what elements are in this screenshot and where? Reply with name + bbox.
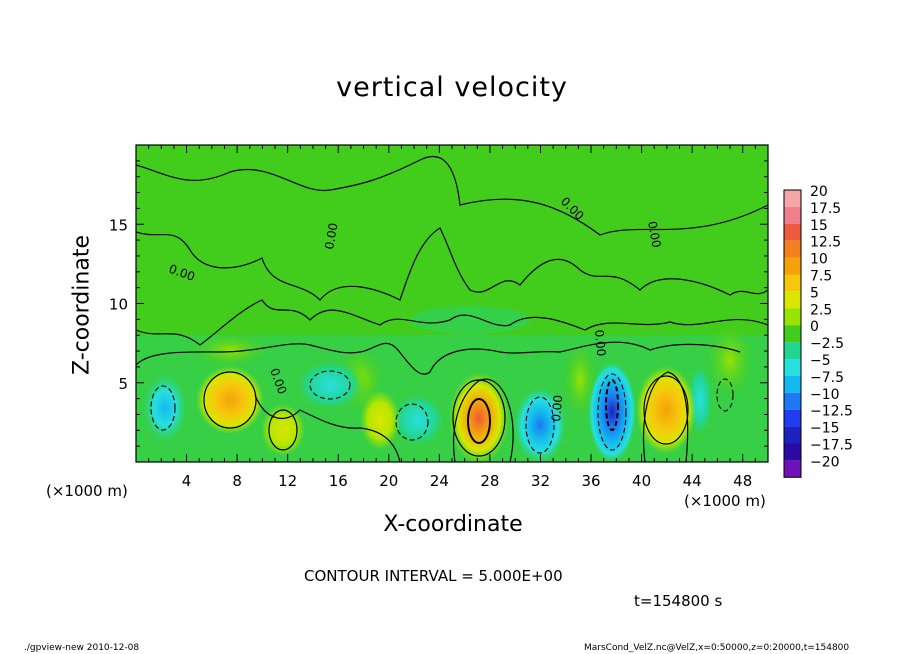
x-tick-label: 40: [632, 472, 651, 490]
x-tick-label: 44: [683, 472, 702, 490]
x-tick-label: 32: [531, 472, 550, 490]
time-label: t=154800 s: [634, 592, 723, 610]
contour-label: 0.00: [645, 220, 663, 249]
colorbar-swatch: [784, 274, 801, 292]
colorbar-label: 2.5: [810, 302, 832, 318]
colorbar-swatch: [784, 443, 801, 461]
colorbar-swatch: [784, 460, 801, 478]
colorbar-swatch: [784, 308, 801, 326]
colorbar-label: 7.5: [810, 269, 832, 285]
contour-label: 0.00: [592, 329, 608, 357]
x-axis-label-text: X-coordinate: [383, 512, 523, 537]
colorbar-label: −15: [810, 421, 840, 437]
colorbar-swatch: [784, 409, 801, 427]
colorbar: 2017.51512.5107.552.50−2.5−5−7.5−10−12.5…: [783, 184, 853, 478]
contour-lines: [136, 155, 768, 462]
colorbar-label: −12.5: [810, 404, 853, 420]
footer-left: ./gpview-new 2010-12-08: [24, 643, 140, 653]
x-axis-label: X-coordinate: [0, 512, 904, 537]
colorbar-swatch: [784, 291, 801, 309]
colorbar-swatch: [784, 190, 801, 207]
y-axis-label: Z-coordinate: [69, 235, 95, 375]
x-tick-label: 28: [480, 472, 499, 490]
colorbar-label: 10: [810, 252, 828, 268]
colorbar-label: 17.5: [810, 201, 841, 217]
footer-right: MarsCond_VelZ.nc@VelZ,x=0:50000,z=0:2000…: [584, 643, 850, 653]
colorbar-label: 12.5: [810, 235, 841, 251]
colorbar-swatch: [784, 257, 801, 275]
colorbar-swatch: [784, 223, 801, 241]
colorbar-label: 15: [810, 218, 828, 234]
colorbar-label: −7.5: [810, 370, 844, 386]
y-tick-label: 5: [118, 375, 128, 393]
colorbar-label: −5: [810, 353, 831, 369]
colorbar-label: −2.5: [810, 336, 844, 352]
colorbar-label: 0: [810, 319, 819, 335]
colorbar-swatch: [784, 325, 801, 343]
x-tick-label: 48: [733, 472, 752, 490]
x-unit-left: (×1000 m): [46, 482, 128, 500]
colorbar-swatch: [784, 240, 801, 258]
colorbar-label: −20: [810, 454, 840, 470]
x-tick-label: 8: [232, 472, 242, 490]
colorbar-frame: [783, 189, 802, 478]
x-tick-label: 24: [430, 472, 449, 490]
colorbar-label: −10: [810, 387, 840, 403]
y-tick-label: 15: [109, 216, 128, 234]
colorbar-label: 20: [810, 184, 828, 200]
velocity-field: [136, 145, 768, 462]
x-tick-label: 16: [329, 472, 348, 490]
x-unit-right: (×1000 m): [684, 492, 766, 510]
colorbar-label: 5: [810, 285, 819, 301]
x-tick-label: 36: [581, 472, 600, 490]
contour-label: 0.00: [549, 394, 565, 422]
x-tick-label: 4: [182, 472, 192, 490]
y-tick-label: 10: [109, 296, 128, 314]
colorbar-label: −17.5: [810, 438, 853, 454]
colorbar-swatch: [784, 359, 801, 376]
contour-label: 0.00: [322, 222, 340, 251]
colorbar-swatch: [784, 342, 801, 359]
x-tick-label: 20: [379, 472, 398, 490]
contour-interval: CONTOUR INTERVAL = 5.000E+00: [304, 567, 563, 585]
colorbar-swatch: [784, 206, 801, 224]
x-tick-label: 12: [278, 472, 297, 490]
colorbar-swatch: [784, 392, 801, 410]
colorbar-swatch: [784, 426, 801, 444]
chart-title: vertical velocity: [336, 72, 568, 103]
negative-contours: [150, 370, 734, 454]
colorbar-swatch: [784, 375, 801, 393]
